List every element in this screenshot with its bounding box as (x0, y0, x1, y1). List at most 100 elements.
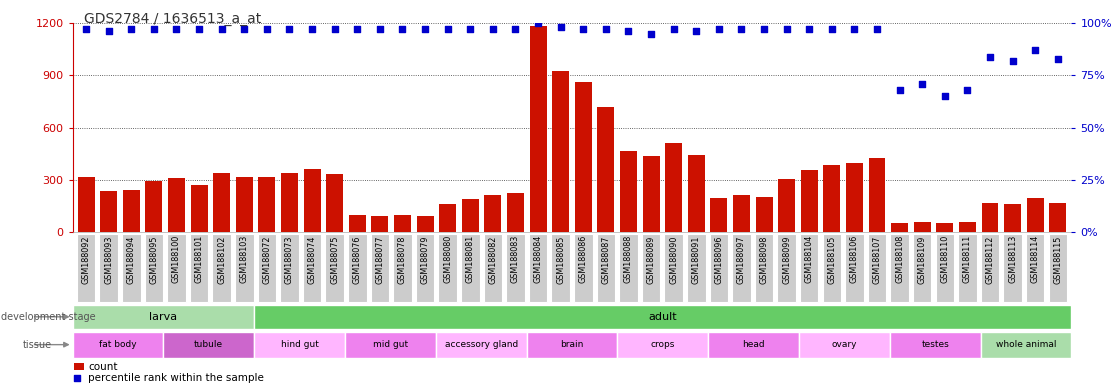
Bar (122, 234, 141, 302)
Text: GSM188101: GSM188101 (194, 235, 203, 283)
Text: GSM188080: GSM188080 (443, 235, 452, 283)
Bar (800, 234, 818, 302)
Bar (845, 234, 864, 302)
Bar (235, 234, 253, 302)
Bar (801, 170, 818, 232)
Bar (254, 305, 1071, 329)
Bar (665, 142, 682, 232)
Bar (732, 234, 751, 302)
Bar (212, 234, 231, 302)
Bar (642, 234, 661, 302)
Bar (959, 234, 976, 302)
Point (822, 26, 840, 32)
Text: GSM188091: GSM188091 (692, 235, 701, 283)
Point (1049, 56, 1067, 62)
Text: GSM188078: GSM188078 (398, 235, 407, 283)
Point (167, 26, 185, 32)
Text: testes: testes (922, 340, 949, 349)
Point (394, 26, 412, 32)
Text: GSM188081: GSM188081 (465, 235, 474, 283)
Point (416, 26, 434, 32)
Bar (778, 179, 795, 232)
Text: GSM188073: GSM188073 (285, 235, 294, 283)
Text: GSM188114: GSM188114 (1031, 235, 1040, 283)
Text: GSM188082: GSM188082 (489, 235, 498, 283)
Text: GSM188076: GSM188076 (353, 235, 362, 283)
Text: adult: adult (648, 312, 677, 322)
Bar (687, 155, 704, 232)
Bar (123, 190, 140, 232)
Point (461, 26, 479, 32)
Point (913, 81, 931, 87)
Text: GSM188075: GSM188075 (330, 235, 339, 284)
Bar (711, 198, 728, 232)
Bar (190, 234, 209, 302)
Text: GSM188096: GSM188096 (714, 235, 723, 283)
Bar (304, 169, 320, 232)
Point (551, 24, 569, 30)
Bar (302, 234, 321, 302)
Bar (889, 332, 981, 358)
Text: GSM188072: GSM188072 (262, 235, 271, 284)
Point (280, 26, 298, 32)
Point (304, 26, 321, 32)
Text: GSM188108: GSM188108 (895, 235, 904, 283)
Point (371, 26, 388, 32)
Text: fat body: fat body (99, 340, 137, 349)
Text: GSM188115: GSM188115 (1054, 235, 1062, 283)
Bar (846, 164, 863, 232)
Bar (348, 234, 366, 302)
Point (891, 87, 908, 93)
Bar (892, 223, 908, 232)
Point (1003, 58, 1021, 64)
Bar (416, 216, 433, 232)
Point (868, 26, 886, 32)
Bar (507, 234, 525, 302)
Bar (145, 234, 163, 302)
Point (439, 26, 456, 32)
Text: hind gut: hind gut (280, 340, 318, 349)
Bar (394, 215, 411, 232)
Point (800, 26, 818, 32)
Bar (1049, 203, 1066, 232)
Text: accessory gland: accessory gland (444, 340, 518, 349)
Bar (462, 199, 479, 232)
Text: GSM188103: GSM188103 (240, 235, 249, 283)
Bar (709, 332, 799, 358)
Bar (982, 203, 999, 232)
Point (507, 26, 525, 32)
Point (258, 26, 276, 32)
Point (145, 26, 163, 32)
Point (348, 26, 366, 32)
Text: count: count (88, 361, 117, 372)
Bar (1027, 198, 1043, 232)
Text: development stage: development stage (1, 312, 96, 322)
Point (213, 26, 231, 32)
Text: mid gut: mid gut (373, 340, 408, 349)
Text: GDS2784 / 1636513_a_at: GDS2784 / 1636513_a_at (84, 12, 261, 25)
Bar (824, 165, 840, 232)
Bar (435, 332, 527, 358)
Point (597, 26, 615, 32)
Bar (551, 234, 570, 302)
Bar (936, 223, 953, 232)
Point (687, 28, 705, 35)
Text: GSM188110: GSM188110 (941, 235, 950, 283)
Bar (552, 71, 569, 232)
Point (756, 26, 773, 32)
Text: GSM188105: GSM188105 (827, 235, 836, 283)
Bar (100, 191, 117, 232)
Bar (145, 181, 162, 232)
Point (484, 26, 502, 32)
Bar (935, 234, 954, 302)
Text: GSM188097: GSM188097 (737, 235, 745, 284)
Bar (620, 151, 637, 232)
Text: GSM188086: GSM188086 (579, 235, 588, 283)
Text: GSM188107: GSM188107 (873, 235, 882, 283)
Bar (235, 177, 252, 232)
Bar (99, 234, 118, 302)
Bar (326, 234, 344, 302)
Text: percentile rank within the sample: percentile rank within the sample (88, 373, 264, 383)
Point (235, 26, 253, 32)
Text: GSM188092: GSM188092 (81, 235, 90, 284)
